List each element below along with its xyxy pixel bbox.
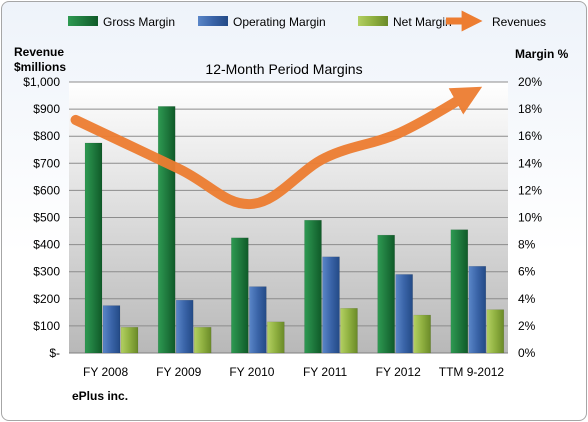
legend-label: Net Margin: [393, 15, 452, 29]
left-tick-labels: $- $100 $200 $300 $400 $500 $600 $700 $800 $900 $1…: [23, 75, 60, 360]
left-tick-label: $1,000: [23, 75, 60, 89]
left-axis-title-line2: $millions: [14, 60, 66, 74]
right-tick-label: 18%: [518, 102, 542, 116]
bar-net-margin: [193, 327, 212, 354]
left-tick-label: $100: [33, 319, 60, 333]
bar-gross-margin: [231, 237, 249, 354]
bar-gross-margin: [304, 219, 322, 354]
bar-operating-margin: [395, 274, 413, 354]
revenue-line: [70, 86, 483, 209]
bar-gross-margin: [377, 234, 395, 354]
right-tick-label: 12%: [518, 183, 542, 197]
x-tick-labels: FY 2008 FY 2009 FY 2010 FY 2011 FY 2012 TTM 9…: [83, 365, 504, 379]
legend-swatch: [198, 16, 228, 26]
x-tick-label: FY 2009: [156, 365, 201, 379]
left-tick-label: $400: [33, 238, 60, 252]
revenue-line-group: [70, 86, 483, 209]
left-axis-title-line1: Revenue: [14, 45, 64, 59]
x-tick-label: FY 2008: [83, 365, 128, 379]
left-tick-label: $700: [33, 156, 60, 170]
bar-net-margin: [486, 309, 505, 354]
bar-net-margin: [340, 308, 358, 354]
left-tick-label: $200: [33, 292, 60, 306]
legend-swatch: [358, 16, 388, 26]
left-tick-label: $800: [33, 129, 60, 143]
bar-net-margin: [267, 321, 285, 354]
chart-title: 12-Month Period Margins: [205, 61, 362, 77]
right-tick-label: 4%: [518, 292, 536, 306]
right-tick-label: 10%: [518, 211, 542, 225]
left-tick-label: $900: [33, 102, 60, 116]
right-tick-label: 20%: [518, 75, 542, 89]
right-tick-label: 6%: [518, 265, 536, 279]
bar-gross-margin: [157, 106, 176, 354]
x-tick-label: FY 2010: [229, 365, 274, 379]
bar-gross-margin: [450, 229, 469, 354]
right-tick-label: 2%: [518, 319, 536, 333]
left-tick-label: $500: [33, 211, 60, 225]
legend-label: Operating Margin: [233, 15, 326, 29]
right-tick-labels: 0% 2% 4% 6% 8% 10% 12% 14% 16% 18% 20%: [518, 75, 542, 360]
x-tick-label: FY 2011: [303, 365, 348, 379]
left-tick-label: $-: [49, 346, 60, 360]
bar-operating-margin: [102, 305, 121, 354]
left-tick-label: $300: [33, 265, 60, 279]
right-axis-title: Margin %: [515, 47, 569, 61]
right-tick-label: 8%: [518, 238, 536, 252]
right-tick-label: 0%: [518, 346, 536, 360]
right-tick-label: 16%: [518, 129, 542, 143]
company-name: ePlus inc.: [72, 389, 128, 403]
bar-operating-margin: [322, 256, 340, 354]
bar-operating-margin: [468, 266, 487, 354]
right-tick-label: 14%: [518, 156, 542, 170]
left-tick-label: $600: [33, 183, 60, 197]
bar-net-margin: [413, 314, 431, 354]
bar-net-margin: [120, 327, 139, 354]
x-tick-label: TTM 9-2012: [439, 365, 505, 379]
legend: Gross Margin Operating Margin Net Margin Re…: [68, 10, 546, 32]
x-tick-label: FY 2012: [376, 365, 421, 379]
legend-swatch: [68, 16, 98, 26]
legend-label: Gross Margin: [103, 15, 175, 29]
bar-operating-margin: [175, 299, 194, 354]
legend-label: Revenues: [492, 15, 546, 29]
bar-operating-margin: [249, 286, 267, 354]
bar-gross-margin: [84, 142, 103, 354]
